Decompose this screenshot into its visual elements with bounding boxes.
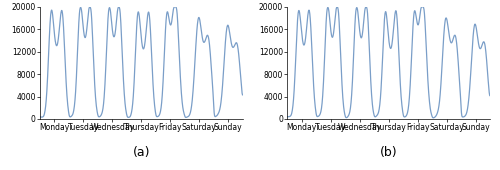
Title: (a): (a) — [132, 146, 150, 159]
Title: (b): (b) — [380, 146, 398, 159]
